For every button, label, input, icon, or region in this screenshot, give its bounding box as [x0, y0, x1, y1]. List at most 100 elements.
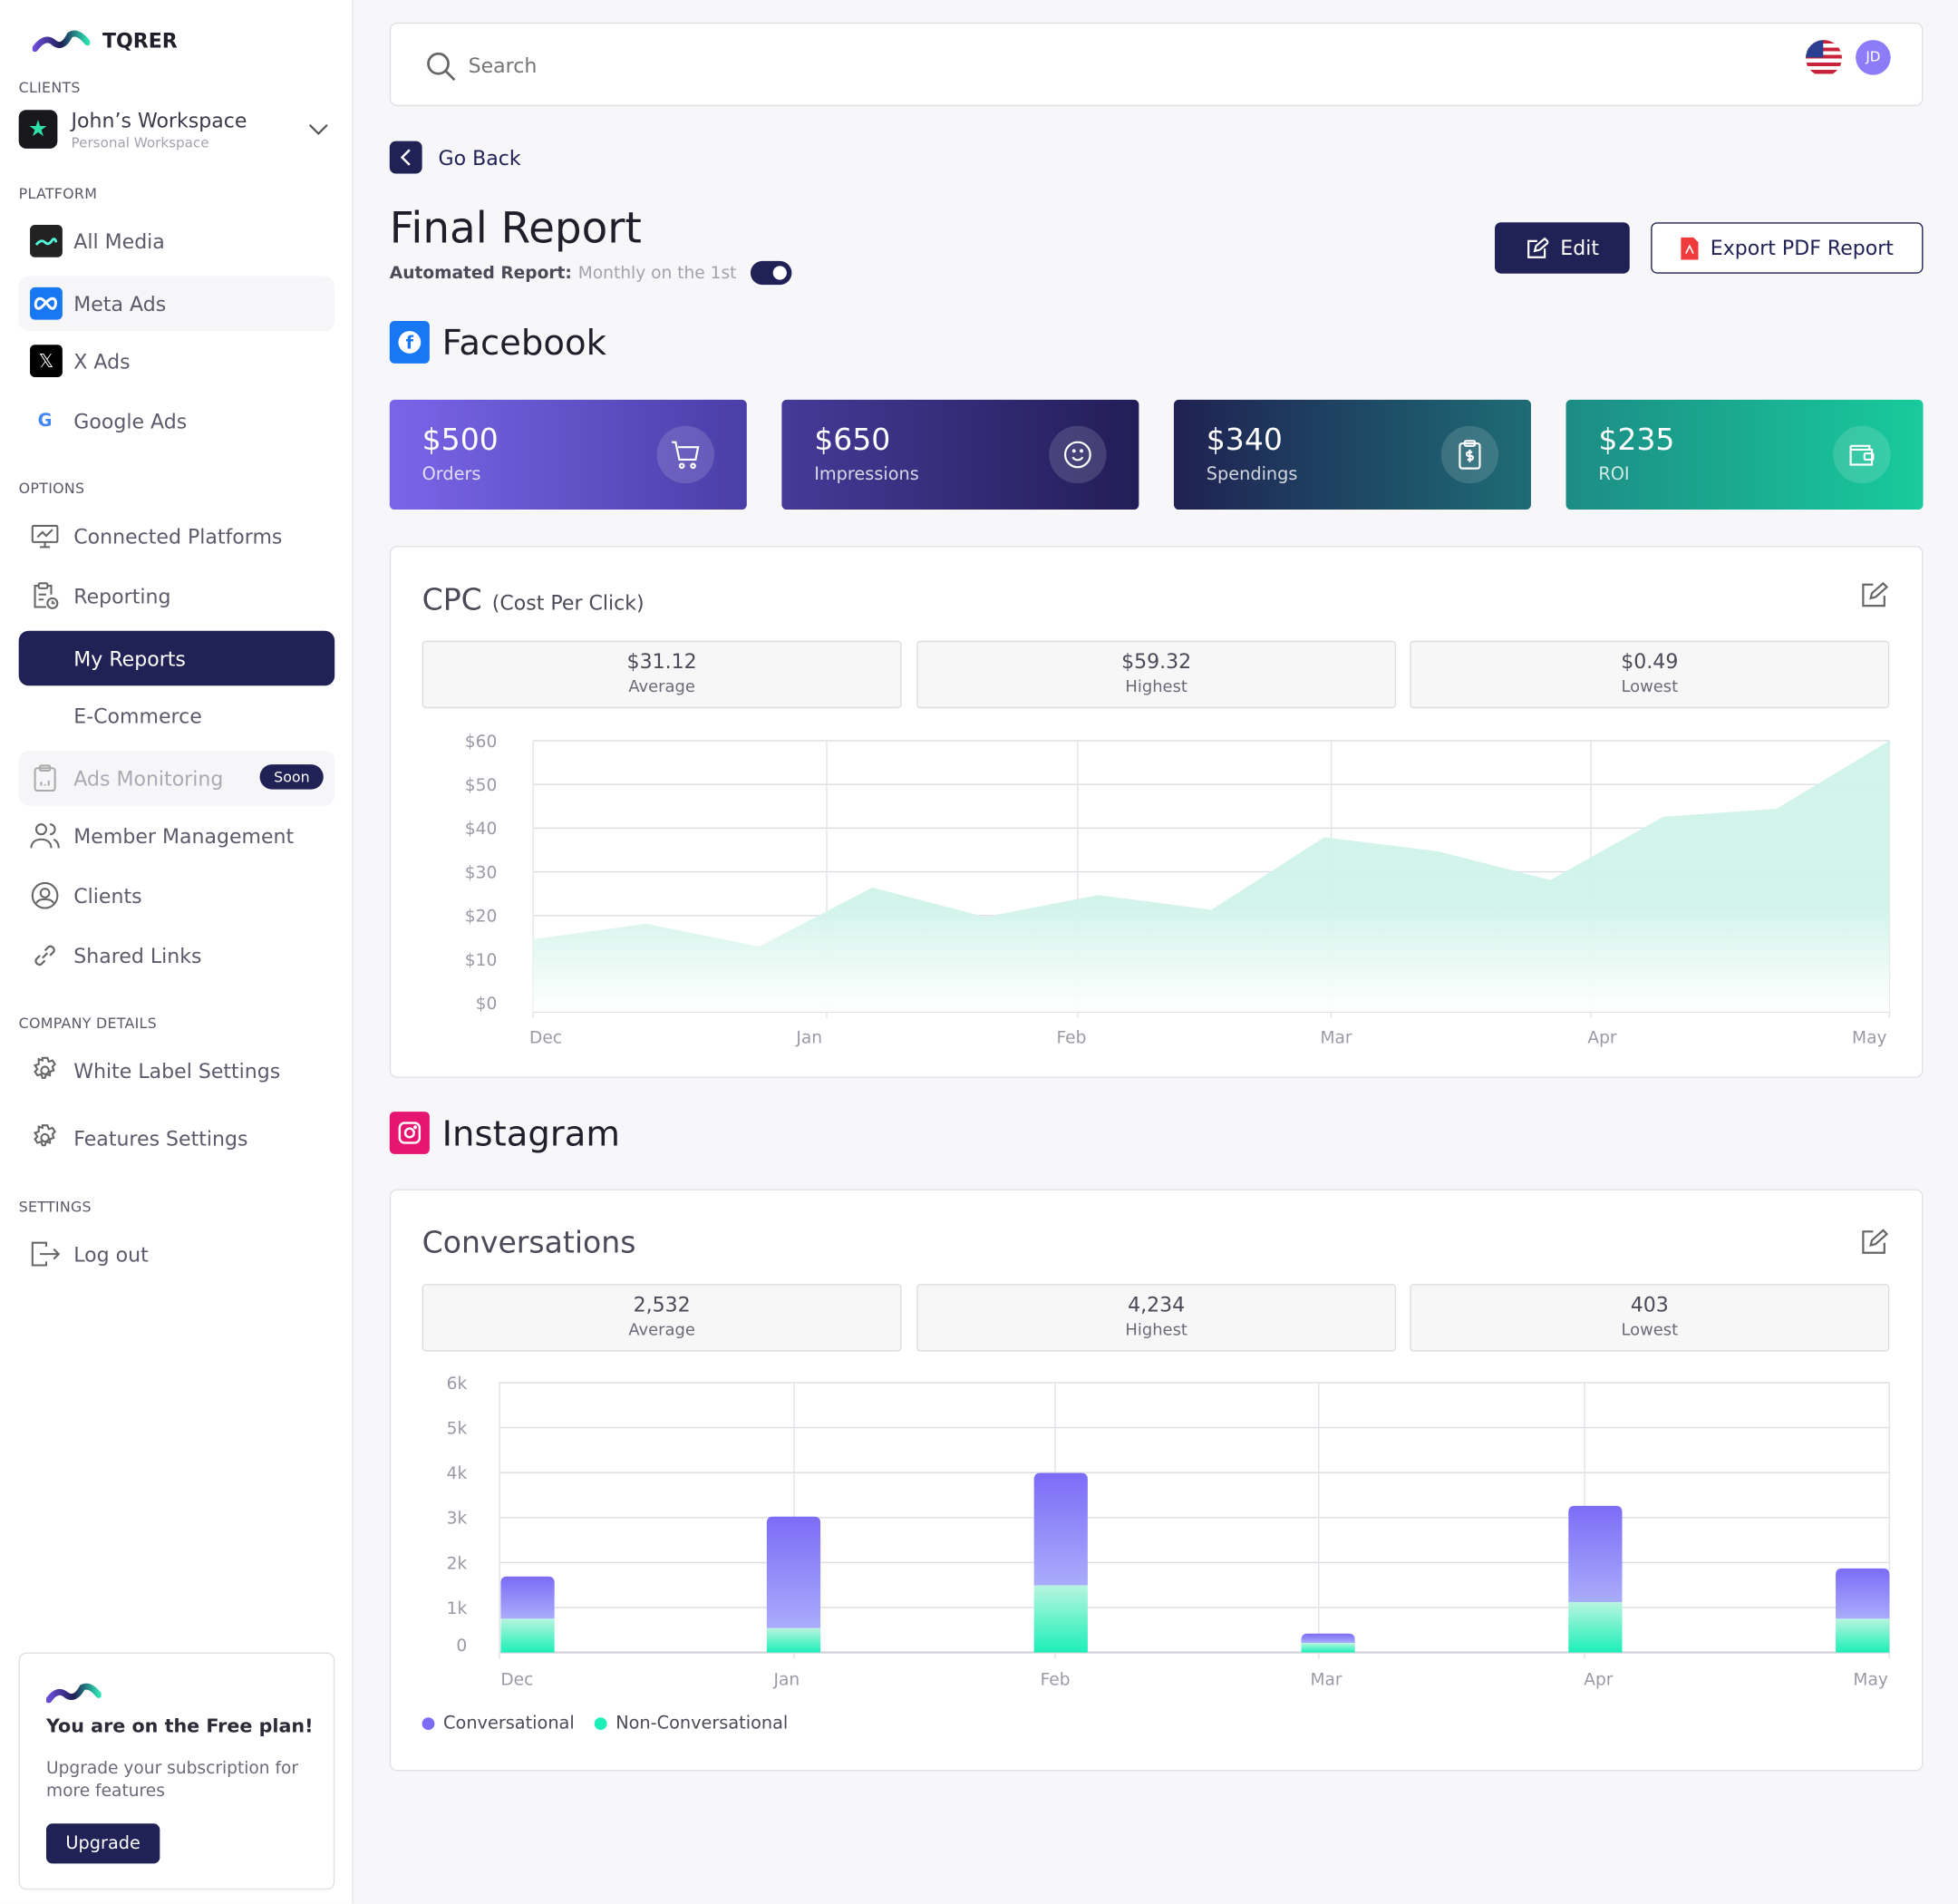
sidebar-item-x-ads[interactable]: 𝕏 X Ads: [19, 334, 335, 389]
kpi-label: ROI: [1598, 464, 1630, 485]
sidebar-item-e-commerce[interactable]: E-Commerce: [19, 688, 335, 743]
workspace-name: John’s Workspace: [71, 108, 247, 133]
stat-label: Highest: [1125, 1321, 1187, 1341]
y-tick-label: 4k: [447, 1464, 468, 1483]
wallet-icon: [1833, 425, 1891, 484]
sidebar-item-connected-platforms[interactable]: Connected Platforms: [19, 509, 335, 564]
sidebar-item-all-media[interactable]: All Media: [19, 214, 335, 269]
stat-lowest: $0.49 Lowest: [1410, 640, 1890, 709]
stat-highest: 4,234 Highest: [916, 1284, 1397, 1352]
automated-report-value: Monthly on the 1st: [577, 262, 737, 284]
upgrade-button[interactable]: Upgrade: [45, 1823, 160, 1864]
edit-chart-icon[interactable]: [1861, 581, 1888, 608]
bar-non-conversational: [1836, 1618, 1890, 1653]
gear-icon: [30, 1055, 60, 1085]
user-circle-icon: [30, 880, 60, 910]
kpi-value: $340: [1206, 422, 1283, 458]
card-title: CPC: [422, 581, 482, 617]
automated-report-label: Automated Report:: [389, 262, 572, 284]
sidebar-item-label: Connected Platforms: [73, 523, 283, 549]
sidebar-item-label: X Ads: [73, 349, 131, 374]
sidebar-item-clients[interactable]: Clients: [19, 868, 335, 923]
sidebar-item-my-reports[interactable]: My Reports: [18, 630, 335, 686]
y-tick-label: $20: [465, 908, 497, 927]
sidebar-item-white-label-settings[interactable]: White Label Settings: [19, 1043, 335, 1098]
stat-average: 2,532 Average: [422, 1284, 902, 1352]
automated-report-toggle[interactable]: [750, 260, 792, 286]
edit-button[interactable]: Edit: [1494, 222, 1630, 274]
stat-lowest: 403 Lowest: [1410, 1284, 1890, 1352]
sidebar-item-member-management[interactable]: Member Management: [19, 808, 335, 863]
bar-non-conversational: [1301, 1643, 1355, 1653]
sidebar-item-log-out[interactable]: Log out: [19, 1227, 335, 1282]
avatar[interactable]: JD: [1856, 40, 1891, 75]
section-title: Facebook: [441, 321, 606, 364]
stat-value: $0.49: [1621, 649, 1679, 674]
kpi-value: $235: [1598, 422, 1675, 458]
edit-chart-icon[interactable]: [1861, 1228, 1888, 1255]
stat-value: $59.32: [1121, 649, 1192, 674]
y-tick-label: 0: [456, 1637, 467, 1656]
legend-label: Non-Conversational: [616, 1714, 789, 1734]
bar-non-conversational: [1033, 1585, 1088, 1653]
go-back-button[interactable]: Go Back: [389, 141, 521, 174]
sidebar-item-features-settings[interactable]: Features Settings: [19, 1111, 335, 1166]
x-tick-label: Feb: [1057, 1028, 1087, 1047]
sidebar-item-label: Ads Monitoring: [73, 766, 224, 791]
bar-non-conversational: [500, 1618, 555, 1653]
sidebar-item-label: Features Settings: [73, 1125, 248, 1151]
x-tick-label: Apr: [1587, 1028, 1617, 1047]
sidebar-item-label: Clients: [73, 883, 142, 908]
stat-label: Lowest: [1621, 1321, 1679, 1341]
workspace-selector[interactable]: ★ John’s Workspace Personal Workspace: [18, 107, 335, 157]
stat-average: $31.12 Average: [422, 640, 902, 709]
automated-report: Automated Report: Monthly on the 1st: [389, 260, 792, 286]
y-tick-label: $50: [465, 776, 497, 795]
stat-value: $31.12: [626, 649, 697, 674]
chevron-down-icon: [308, 123, 328, 135]
bar-conversational: [766, 1516, 821, 1628]
sidebar-item-label: My Reports: [73, 646, 186, 671]
stat-value: 4,234: [1128, 1292, 1186, 1316]
card-subtitle: (Cost Per Click): [491, 590, 645, 615]
search-input[interactable]: [468, 45, 1718, 84]
sidebar-item-label: Member Management: [73, 823, 295, 848]
sidebar-item-label: Google Ads: [73, 409, 188, 433]
facebook-section-title: f Facebook: [389, 321, 606, 364]
monitor-chart-icon: [30, 520, 60, 550]
conversations-card: Conversations 2,532 Average 4,234 Highest …: [389, 1189, 1924, 1772]
bar-non-conversational: [766, 1627, 821, 1653]
sidebar-item-shared-links[interactable]: Shared Links: [19, 928, 335, 984]
cpc-title: CPC (Cost Per Click): [422, 582, 645, 617]
export-pdf-button[interactable]: Export PDF Report: [1651, 222, 1924, 274]
sidebar-item-meta-ads[interactable]: Meta Ads: [18, 276, 335, 332]
kpi-label: Orders: [422, 464, 481, 485]
kpi-value: $650: [814, 422, 891, 458]
legend-swatch-conversational: [422, 1717, 435, 1730]
x-tick-label: Dec: [500, 1670, 533, 1689]
brand-name: TQRER: [102, 27, 178, 53]
y-tick-label: 5k: [447, 1419, 468, 1438]
workspace-star-icon: ★: [18, 110, 58, 149]
sidebar-item-reporting[interactable]: Reporting: [19, 568, 335, 624]
section-title: Instagram: [441, 1112, 620, 1154]
kpi-roi: $235 ROI: [1565, 399, 1924, 510]
sidebar-item-label: Reporting: [73, 584, 171, 608]
x-tick-label: Apr: [1584, 1670, 1614, 1689]
bar-conversational: [1836, 1568, 1890, 1619]
chart-legend: Conversational Non-Conversational: [422, 1714, 789, 1734]
plan-title: You are on the Free plan!: [45, 1715, 314, 1738]
kpi-value: $500: [422, 422, 499, 458]
x-tick-label: Mar: [1310, 1670, 1342, 1689]
soon-badge: Soon: [259, 764, 324, 790]
edit-icon: [1527, 237, 1548, 258]
x-tick-label: Jan: [795, 1028, 822, 1047]
sidebar-item-google-ads[interactable]: G Google Ads: [19, 393, 335, 449]
sidebar-item-label: White Label Settings: [73, 1058, 281, 1083]
sidebar-item-ads-monitoring[interactable]: Ads Monitoring Soon: [18, 750, 335, 806]
y-tick-label: $30: [465, 863, 497, 882]
x-tick-label: May: [1852, 1028, 1886, 1047]
us-flag-icon[interactable]: [1806, 40, 1842, 77]
stat-highest: $59.32 Highest: [916, 640, 1397, 709]
brand-logo[interactable]: TQRER: [32, 27, 178, 53]
